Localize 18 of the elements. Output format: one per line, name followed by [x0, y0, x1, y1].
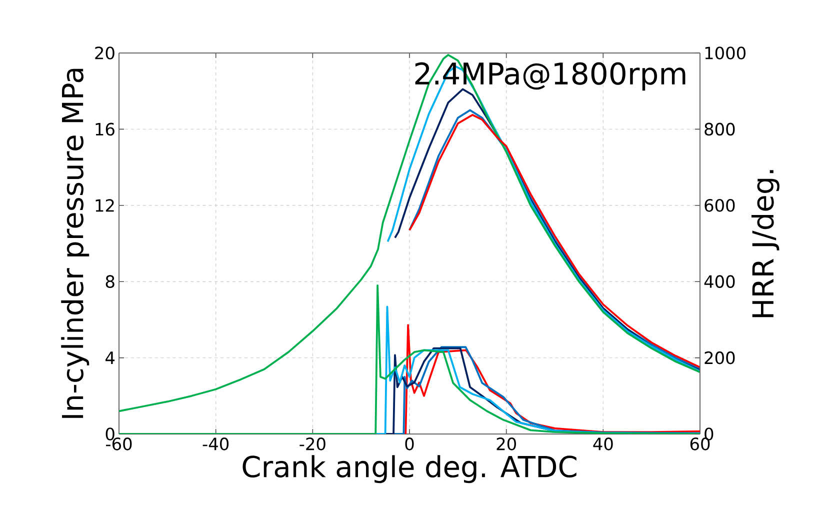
y2-tick-label: 200 [704, 351, 735, 364]
y2-tick-label: 600 [704, 198, 735, 212]
x-tick-label: 0 [405, 438, 414, 450]
y-tick-label: 16 [96, 122, 114, 136]
y-axis-title: In-cylinder pressure MPa [61, 68, 90, 418]
y-tick-label: 20 [95, 46, 114, 60]
x-axis-title: Crank angle deg. ATDC [242, 455, 576, 484]
y2-axis-title: HRR J/deg. [751, 170, 780, 318]
y2-tick-label: 800 [704, 122, 735, 136]
x-tick-label: 20 [496, 438, 516, 450]
x-tick-label: -20 [300, 438, 326, 450]
x-tick-label: 40 [593, 438, 613, 450]
y-tick-label: 8 [106, 275, 114, 288]
y-tick-label: 12 [96, 199, 114, 212]
y-tick-label: 4 [106, 352, 115, 364]
y2-tick-label: 1000 [705, 46, 746, 60]
x-tick-label: -40 [202, 438, 229, 450]
y2-tick-label: 400 [704, 275, 735, 288]
